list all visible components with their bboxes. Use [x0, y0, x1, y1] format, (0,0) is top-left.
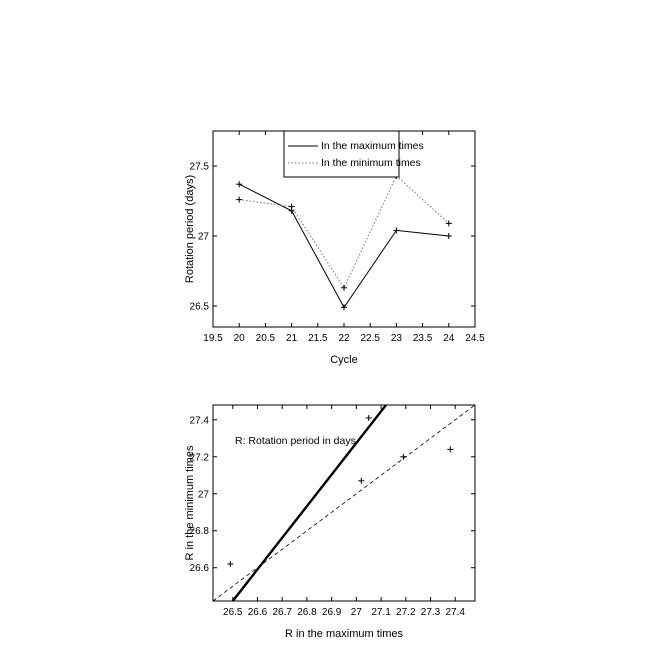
series-lines [236, 172, 452, 311]
annotation-text: R: Rotation period in days [235, 435, 356, 447]
y-tick-label: 26.6 [190, 563, 210, 574]
x-tick-label: 26.9 [322, 607, 342, 618]
y-tick-label: 27.2 [190, 452, 210, 463]
x-tick-label: 20 [234, 333, 246, 344]
x-tick-label: 19.5 [203, 333, 223, 344]
x-tick-label: 23.5 [413, 333, 433, 344]
data-point-marker [393, 227, 400, 234]
x-tick-label: 22.5 [360, 333, 380, 344]
x-tick-label: 27.2 [396, 607, 416, 618]
x-tick-label: 27.4 [445, 607, 465, 618]
x-tick-label: 24 [443, 333, 455, 344]
data-point-marker [236, 181, 243, 188]
data-point-marker [341, 304, 347, 311]
data-point-marker [445, 220, 452, 227]
y-tick-label: 26.5 [190, 302, 210, 313]
scatter-point [227, 561, 234, 568]
x-tick-label: 22 [338, 333, 350, 344]
legend: In the maximum times In the minimum time… [283, 130, 424, 178]
data-point-marker [341, 284, 347, 291]
x-tick-label: 20.5 [256, 333, 276, 344]
x-tick-label: 26.7 [272, 607, 292, 618]
x-tick-label: 26.6 [248, 607, 268, 618]
data-point-marker [288, 203, 295, 210]
legend-box [283, 130, 400, 178]
scatter-point [400, 453, 407, 460]
y-tick-label: 26.8 [190, 526, 210, 537]
reference-line-dashed [212, 404, 476, 602]
rotation-period-line-chart: 19.5 20 20.5 21 21.5 22 22.5 23 23.5 24 24.5 26.5 27… [184, 130, 485, 366]
scatter-point [365, 414, 372, 421]
y-tick-label: 27.5 [190, 162, 210, 173]
scatter-points [227, 414, 454, 568]
axis-ticks: 26.5 26.6 26.7 26.8 26.9 27 27.1 27.2 27.3 27.4 26… [190, 405, 475, 618]
x-tick-label: 23 [391, 333, 403, 344]
x-tick-label: 21.5 [308, 333, 328, 344]
x-tick-label: 27.1 [371, 607, 391, 618]
max-vs-min-scatter-chart: 26.5 26.6 26.7 26.8 26.9 27 27.1 27.2 27.3 27.4 26… [184, 404, 476, 640]
scatter-point [358, 477, 365, 484]
scatter-point [447, 446, 454, 453]
x-tick-label: 26.8 [297, 607, 317, 618]
data-point-marker [445, 233, 452, 239]
y-tick-label: 27.4 [190, 415, 210, 426]
x-tick-label: 24.5 [465, 333, 485, 344]
x-tick-label: 27 [351, 607, 363, 618]
legend-label-maximum: In the maximum times [321, 140, 424, 152]
y-tick-label: 27 [198, 489, 210, 500]
x-axis-label: Cycle [330, 354, 358, 366]
y-axis-label: Rotation period (days) [184, 175, 196, 283]
legend-label-minimum: In the minimum times [321, 157, 421, 169]
fit-line-thick [231, 404, 387, 602]
x-tick-label: 27.3 [421, 607, 441, 618]
x-axis-label: R in the maximum times [285, 628, 403, 640]
data-point-marker [236, 196, 243, 203]
series-line-minimum [239, 174, 450, 289]
x-tick-label: 26.5 [223, 607, 243, 618]
x-tick-label: 21 [286, 333, 298, 344]
y-axis-label: R in the minimum times [184, 445, 196, 560]
y-tick-label: 27 [198, 232, 210, 243]
reference-lines [212, 404, 476, 602]
